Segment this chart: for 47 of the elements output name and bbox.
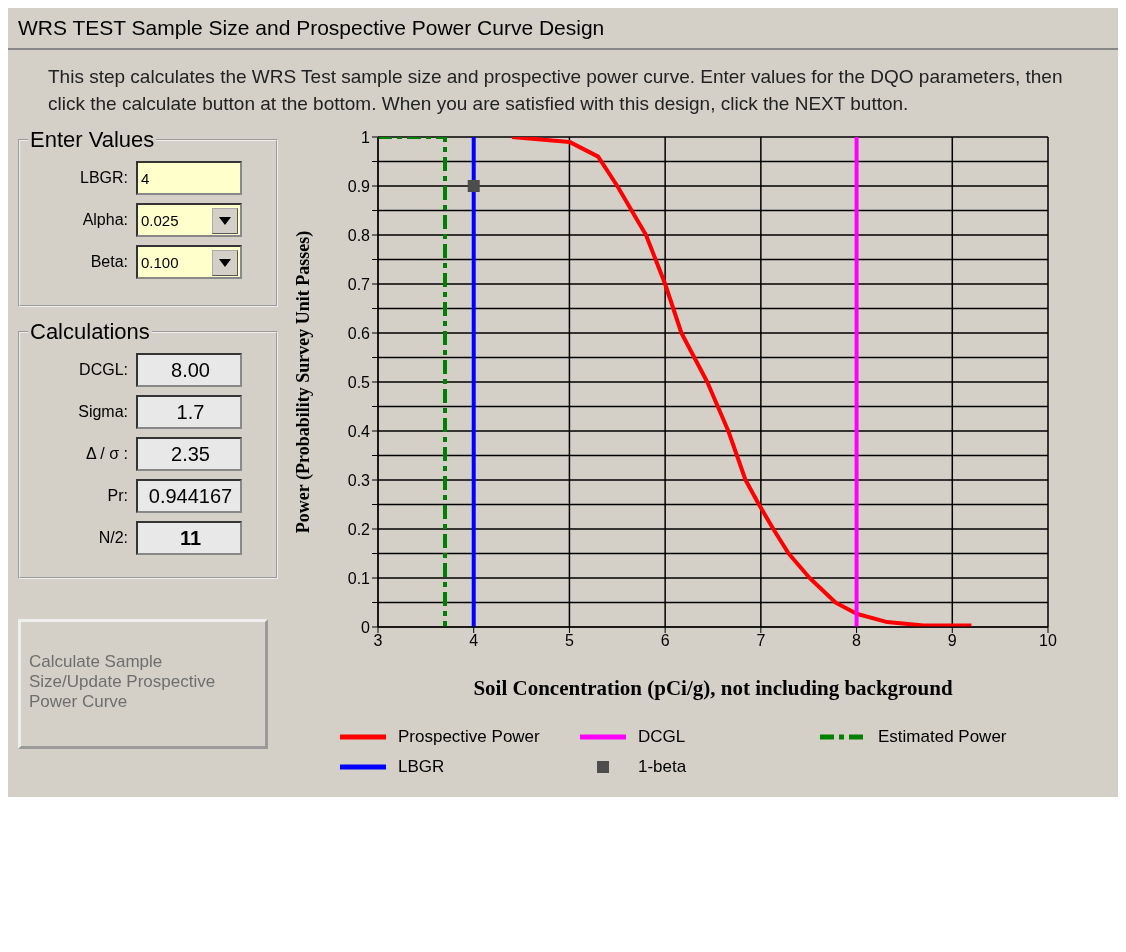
legend-label: DCGL	[638, 727, 686, 748]
text: Enter Values	[29, 127, 156, 154]
legend-label: Estimated Power	[878, 727, 1007, 748]
y-tick-label: 0.5	[347, 373, 371, 391]
text: Sigma:	[77, 403, 129, 422]
y-tick-label: 0	[361, 618, 371, 636]
y-axis-title: Power (Probability Survey Unit Passes)	[293, 231, 315, 534]
x-tick-label: 4	[469, 632, 479, 650]
legend-label: 1-beta	[638, 757, 687, 778]
text: Alpha:	[81, 211, 129, 230]
text-field: 11	[136, 521, 242, 556]
text-field: 0.944167	[136, 479, 242, 514]
y-tick-label: 0.9	[347, 177, 371, 195]
text-field: 2.35	[136, 437, 242, 472]
text-field: 1.7	[136, 395, 242, 430]
y-tick-label: 0.1	[347, 569, 371, 587]
text-field: 4	[136, 161, 242, 196]
x-tick-label: 8	[852, 632, 862, 650]
legend-label: LBGR	[398, 757, 445, 778]
y-tick-label: 1	[361, 128, 371, 146]
y-tick-label: 0.8	[347, 226, 371, 244]
y-tick-label: 0.4	[347, 422, 371, 440]
button: Calculate Sample Size/Update Prospective Power Curve	[18, 619, 268, 750]
x-tick-label: 5	[564, 632, 574, 650]
y-tick-label: 0.7	[347, 275, 371, 293]
y-tick-label: 0.6	[347, 324, 371, 342]
text: WRS TEST Sample Size and Prospective Power Curve Design	[8, 8, 1118, 50]
x-tick-label: 7	[756, 632, 766, 650]
x-tick-label: 6	[660, 632, 670, 650]
text: N/2:	[97, 529, 129, 548]
y-tick-label: 0.3	[347, 471, 371, 489]
x-tick-label: 10	[1039, 632, 1057, 650]
text-field: 0.025	[136, 203, 242, 238]
x-axis-title: Soil Concentration (pCi/g), not including background	[473, 676, 953, 701]
text: Δ / σ :	[85, 445, 129, 464]
text: Calculations	[29, 319, 151, 346]
text: LBGR:	[79, 169, 129, 188]
text: This step calculates the WRS Test sample size and prospective power curve. Enter values for the DQO parameters, then click the calculate button at the bottom. When you are satisfied with this design, click the NEXT button.	[47, 65, 1064, 116]
text: DCGL:	[78, 361, 129, 380]
x-tick-label: 9	[947, 632, 957, 650]
text-field: 0.100	[136, 245, 242, 280]
text-field: 8.00	[136, 353, 242, 388]
text: Pr:	[106, 487, 129, 506]
text: Beta:	[89, 253, 129, 272]
y-tick-label: 0.2	[347, 520, 371, 538]
legend-label: Prospective Power	[398, 727, 540, 748]
x-tick-label: 3	[373, 632, 383, 650]
